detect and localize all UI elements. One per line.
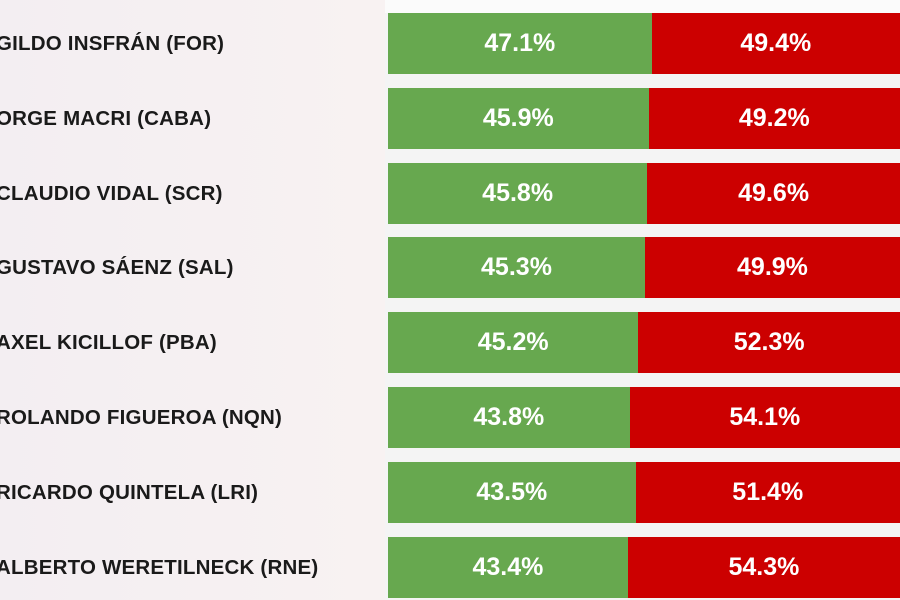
stacked-bar: 43.8% 54.1% bbox=[388, 387, 900, 448]
data-label: 49.2% bbox=[738, 103, 810, 132]
data-label: 45.9% bbox=[482, 103, 554, 132]
green-bar-segment: 43.8% bbox=[388, 387, 630, 448]
red-bar-segment: 49.4% bbox=[651, 13, 900, 74]
bar-row: GILDO INSFRÁN (FOR) 47.1% 49.4% bbox=[0, 13, 900, 74]
category-label: RICARDO QUINTELA (LRI) bbox=[0, 480, 259, 504]
data-label: 45.8% bbox=[482, 178, 554, 207]
data-label: 49.4% bbox=[740, 29, 812, 57]
green-bar-segment: 43.5% bbox=[388, 461, 636, 523]
category-label: ALBERTO WERETILNECK (RNE) bbox=[0, 555, 319, 579]
green-bar-segment: 45.9% bbox=[388, 87, 649, 149]
bar-row: AXEL KICILLOF (PBA) 45.2% 52.3% bbox=[0, 312, 900, 374]
green-bar-segment: 45.2% bbox=[388, 312, 639, 374]
stacked-bar: 43.4% 54.3% bbox=[388, 536, 900, 598]
bar-row: ORGE MACRI (CABA) 45.9% 49.2% bbox=[0, 87, 900, 149]
stacked-bar: 45.3% 49.9% bbox=[388, 237, 900, 299]
category-label: ORGE MACRI (CABA) bbox=[0, 106, 212, 130]
red-bar-segment: 54.3% bbox=[627, 536, 900, 598]
red-bar-segment: 49.6% bbox=[647, 162, 900, 224]
bar-row: ALBERTO WERETILNECK (RNE) 43.4% 54.3% bbox=[0, 536, 900, 598]
category-label: GUSTAVO SÁENZ (SAL) bbox=[0, 256, 234, 280]
stacked-bar: 45.8% 49.6% bbox=[388, 162, 900, 224]
stacked-bar: 45.9% 49.2% bbox=[388, 87, 900, 149]
green-bar-segment: 45.3% bbox=[388, 237, 645, 299]
bar-row: GUSTAVO SÁENZ (SAL) 45.3% 49.9% bbox=[0, 237, 900, 299]
bar-row: RICARDO QUINTELA (LRI) 43.5% 51.4% bbox=[0, 461, 900, 523]
red-bar-segment: 49.2% bbox=[648, 87, 900, 149]
red-bar-segment: 54.1% bbox=[629, 387, 900, 448]
data-label: 43.4% bbox=[472, 552, 544, 581]
data-label: 47.1% bbox=[484, 29, 556, 57]
green-bar-segment: 43.4% bbox=[388, 536, 628, 598]
data-label: 45.2% bbox=[477, 328, 549, 357]
category-label: ROLANDO FIGUEROA (NQN) bbox=[0, 406, 283, 429]
bar-row: CLAUDIO VIDAL (SCR) 45.8% 49.6% bbox=[0, 162, 900, 224]
red-bar-segment: 49.9% bbox=[644, 237, 900, 299]
green-bar-segment: 45.8% bbox=[388, 162, 648, 224]
data-label: 43.5% bbox=[476, 477, 548, 506]
green-bar-segment: 47.1% bbox=[388, 13, 652, 74]
data-label: 49.9% bbox=[737, 253, 808, 282]
category-label: AXEL KICILLOF (PBA) bbox=[0, 331, 217, 355]
bar-row: ROLANDO FIGUEROA (NQN) 43.8% 54.1% bbox=[0, 387, 900, 448]
data-label: 52.3% bbox=[733, 328, 805, 357]
data-label: 45.3% bbox=[481, 253, 552, 282]
category-label: GILDO INSFRÁN (FOR) bbox=[0, 32, 225, 55]
label-panel bbox=[0, 0, 385, 600]
stacked-bar: 43.5% 51.4% bbox=[388, 461, 900, 523]
data-label: 43.8% bbox=[473, 403, 545, 431]
data-label: 54.1% bbox=[729, 403, 801, 431]
data-label: 49.6% bbox=[738, 178, 810, 207]
red-bar-segment: 52.3% bbox=[638, 312, 900, 374]
red-bar-segment: 51.4% bbox=[635, 461, 900, 523]
row-separator bbox=[385, 0, 900, 13]
category-label: CLAUDIO VIDAL (SCR) bbox=[0, 181, 223, 205]
stacked-bar: 45.2% 52.3% bbox=[388, 312, 900, 374]
data-label: 54.3% bbox=[728, 552, 800, 581]
data-label: 51.4% bbox=[732, 477, 804, 506]
stacked-bar: 47.1% 49.4% bbox=[388, 13, 900, 74]
